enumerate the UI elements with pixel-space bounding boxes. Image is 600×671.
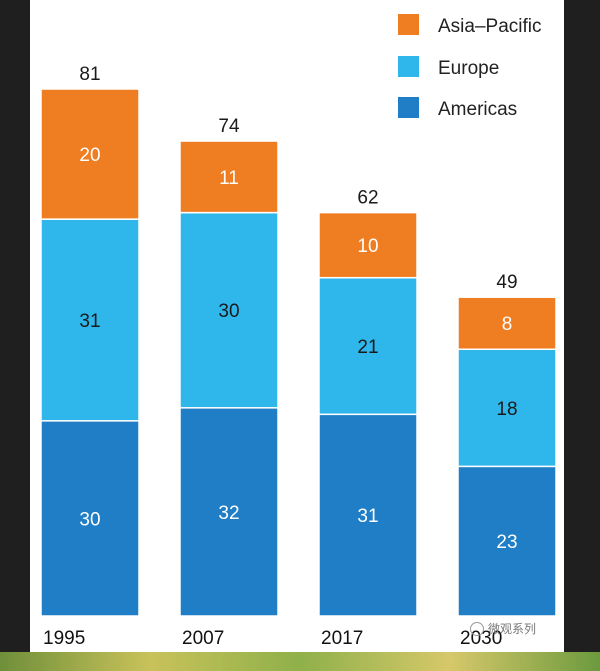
legend-swatch-asia-pacific	[398, 14, 419, 35]
data-label-americas-2007: 32	[218, 503, 239, 524]
data-label-europe-2030: 18	[496, 399, 517, 420]
legend-swatch-americas	[398, 97, 419, 118]
bar-americas-1995	[40, 420, 140, 617]
x-tick-label-2017: 2017	[321, 628, 363, 649]
legend-label-asia-pacific: Asia–Pacific	[438, 16, 542, 37]
data-label-asia-pacific-2017: 10	[357, 236, 378, 257]
data-label-europe-2007: 30	[218, 301, 239, 322]
data-label-europe-1995: 31	[79, 311, 100, 332]
bar-asia-pacific-2017	[318, 211, 418, 279]
total-label-2007: 74	[218, 116, 240, 137]
total-label-1995: 81	[79, 64, 100, 85]
legend-label-americas: Americas	[438, 99, 517, 120]
bar-americas-2030	[457, 465, 557, 617]
bar-europe-2007	[179, 211, 279, 409]
x-tick-label-2007: 2007	[182, 628, 224, 649]
bar-asia-pacific-2030	[457, 296, 557, 350]
data-label-americas-2030: 23	[496, 532, 517, 553]
data-label-asia-pacific-2030: 8	[502, 314, 513, 335]
x-tick-label-1995: 1995	[43, 628, 85, 649]
bar-europe-2030	[457, 348, 557, 468]
legend-label-europe: Europe	[438, 58, 499, 79]
bar-asia-pacific-2007	[179, 140, 279, 214]
bar-europe-1995	[40, 218, 140, 422]
watermark: 微观系列	[470, 620, 536, 637]
data-label-americas-1995: 30	[79, 509, 100, 530]
data-label-asia-pacific-2007: 11	[219, 168, 239, 189]
bar-asia-pacific-1995	[40, 88, 140, 220]
watermark-text: 微观系列	[488, 622, 537, 636]
data-label-asia-pacific-1995: 20	[79, 145, 100, 166]
background-strip	[0, 652, 600, 671]
data-label-europe-2017: 21	[357, 337, 378, 358]
total-label-2030: 49	[496, 272, 517, 293]
data-label-americas-2017: 31	[357, 506, 378, 527]
bar-americas-2007	[179, 407, 279, 617]
wechat-icon	[470, 621, 484, 636]
bar-americas-2017	[318, 413, 418, 617]
legend-swatch-europe	[398, 56, 419, 77]
total-label-2017: 62	[357, 188, 378, 209]
